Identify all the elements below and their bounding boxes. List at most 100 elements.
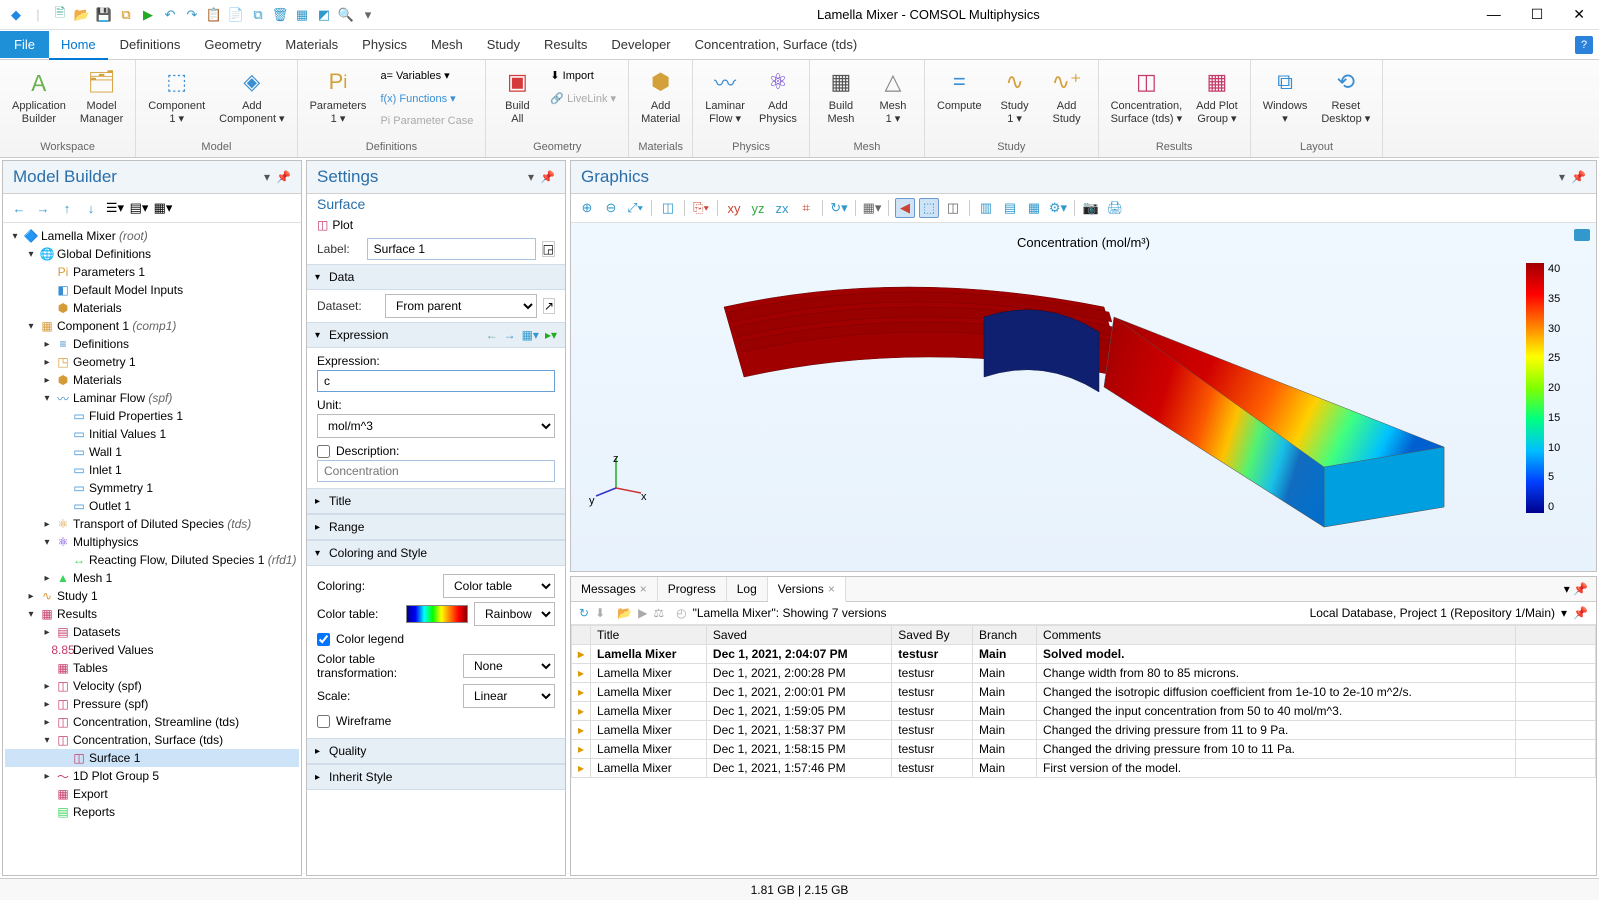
tree-item[interactable]: ▾▦Results [5, 605, 299, 623]
collapse-icon[interactable]: ☰▾ [105, 198, 125, 218]
tree-item[interactable]: ▭Wall 1 [5, 443, 299, 461]
model-tree[interactable]: ▾🔷Lamella Mixer (root)▾🌐Global Definitio… [3, 223, 301, 875]
tree-item[interactable]: PiParameters 1 [5, 263, 299, 281]
panel-pin-icon[interactable]: 📌 [1571, 170, 1586, 184]
livelink-button[interactable]: 🔗 LiveLink ▾ [548, 87, 618, 109]
run-icon[interactable]: ▶ [140, 7, 156, 23]
build-all-button[interactable]: ▣BuildAll [492, 62, 542, 129]
plot-button[interactable]: ◫Plot [307, 216, 565, 234]
tree-item[interactable]: ▸◫Pressure (spf) [5, 695, 299, 713]
zoom-ext-icon[interactable]: ⤢▾ [625, 198, 645, 218]
title-header[interactable]: ▸Title [307, 488, 565, 514]
version-row[interactable]: ▸Lamella MixerDec 1, 2021, 1:58:37 PMtes… [572, 721, 1596, 740]
fwd-icon[interactable]: → [33, 198, 53, 218]
up-icon[interactable]: ↑ [57, 198, 77, 218]
tree-item[interactable]: ▾🌐Global Definitions [5, 245, 299, 263]
scale-select[interactable]: Linear [463, 684, 555, 708]
menu-home[interactable]: Home [49, 31, 108, 60]
parameters-button[interactable]: PiParameters1 ▾ [304, 62, 373, 129]
range-header[interactable]: ▸Range [307, 514, 565, 540]
col-header[interactable]: Title [591, 626, 707, 645]
tree-item[interactable]: ▤Reports [5, 803, 299, 821]
coloring-header[interactable]: ▾Coloring and Style [307, 540, 565, 566]
study1-button[interactable]: ∿Study1 ▾ [990, 62, 1040, 129]
g1-icon[interactable]: ▥ [976, 198, 996, 218]
add-physics-button[interactable]: ⚛AddPhysics [753, 62, 803, 129]
axis-icon[interactable]: ⌗ [796, 198, 816, 218]
tree-item[interactable]: ▸◫Velocity (spf) [5, 677, 299, 695]
version-row[interactable]: ▸Lamella MixerDec 1, 2021, 1:57:46 PMtes… [572, 759, 1596, 778]
tree-item[interactable]: ▭Fluid Properties 1 [5, 407, 299, 425]
menu-developer[interactable]: Developer [599, 31, 682, 58]
dd-icon[interactable]: ▾ [360, 7, 376, 23]
back-icon[interactable]: ← [9, 198, 29, 218]
vt1-icon[interactable]: ⬇ [595, 606, 605, 620]
save-icon[interactable]: 💾 [96, 7, 112, 23]
compute-button[interactable]: =Compute [931, 62, 988, 117]
col-header[interactable] [572, 626, 591, 645]
camera-icon[interactable]: 📷 [1081, 198, 1101, 218]
tree-item[interactable]: ▾⚛Multiphysics [5, 533, 299, 551]
panel-pin-icon[interactable]: 📌 [540, 170, 555, 184]
col-header[interactable]: Saved [706, 626, 891, 645]
panel-dd-icon[interactable]: ▾ [1559, 170, 1565, 184]
tree-item[interactable]: ▾🔷Lamella Mixer (root) [5, 227, 299, 245]
vt3-icon[interactable]: ▶ [638, 606, 647, 620]
versions-table[interactable]: TitleSavedSaved ByBranchComments▸Lamella… [571, 625, 1596, 875]
add-study-button[interactable]: ∿⁺AddStudy [1042, 62, 1092, 129]
yz-icon[interactable]: yz [748, 198, 768, 218]
data-header[interactable]: ▾Data [307, 264, 565, 290]
tree-item[interactable]: ▾〰Laminar Flow (spf) [5, 389, 299, 407]
menu-definitions[interactable]: Definitions [108, 31, 193, 58]
tree-item[interactable]: ▾◫Concentration, Surface (tds) [5, 731, 299, 749]
down-icon[interactable]: ↓ [81, 198, 101, 218]
dataset-select[interactable]: From parent [385, 294, 537, 318]
graphics-canvas[interactable]: Concentration (mol/m³) [571, 223, 1596, 571]
tab-versions[interactable]: Versions × [768, 577, 846, 602]
refresh-icon[interactable]: ↻ [579, 606, 589, 620]
zoom-out-icon[interactable]: ⊖ [601, 198, 621, 218]
laminar-flow-button[interactable]: 〰LaminarFlow ▾ [699, 62, 751, 129]
version-row[interactable]: ▸Lamella MixerDec 1, 2021, 2:00:01 PMtes… [572, 683, 1596, 702]
quality-header[interactable]: ▸Quality [307, 738, 565, 764]
help-button[interactable]: ? [1575, 36, 1593, 54]
vt5-icon[interactable]: ◴ [676, 606, 686, 620]
col-header[interactable]: Branch [973, 626, 1037, 645]
build-mesh-button[interactable]: ▦BuildMesh [816, 62, 866, 129]
sel1-icon[interactable]: ◀ [895, 198, 915, 218]
color-legend-checkbox[interactable] [317, 633, 330, 646]
variables-button[interactable]: a= Variables ▾ [378, 64, 475, 86]
dataset-action-icon[interactable]: ↗ [543, 298, 555, 314]
expression-input[interactable] [317, 370, 555, 392]
tree-item[interactable]: ▭Outlet 1 [5, 497, 299, 515]
expr-t3-icon[interactable]: ▦▾ [522, 328, 539, 342]
copy-icon[interactable]: 📋 [206, 7, 222, 23]
menu-mesh[interactable]: Mesh [419, 31, 475, 58]
tab-messages[interactable]: Messages × [571, 577, 658, 601]
panel-dd-icon[interactable]: ▾ [1561, 606, 1567, 620]
component-button[interactable]: ⬚Component1 ▾ [142, 62, 211, 129]
colortable-select[interactable]: Rainbow [474, 602, 555, 626]
tree-item[interactable]: ⬢Materials [5, 299, 299, 317]
tree-item[interactable]: ▭Inlet 1 [5, 461, 299, 479]
vt2-icon[interactable]: 📂 [617, 606, 632, 620]
undo-icon[interactable]: ↶ [162, 7, 178, 23]
menu-results[interactable]: Results [532, 31, 599, 58]
tree-item[interactable]: ↔Reacting Flow, Diluted Species 1 (rfd1) [5, 551, 299, 569]
panel-dd-icon[interactable]: ▾ [528, 170, 534, 184]
version-row[interactable]: ▸Lamella MixerDec 1, 2021, 2:00:28 PMtes… [572, 664, 1596, 683]
add-component-button[interactable]: ◈AddComponent ▾ [213, 62, 290, 129]
panel-pin-icon[interactable]: 📌 [1573, 606, 1588, 620]
close-button[interactable]: ✕ [1567, 4, 1591, 25]
unit-select[interactable]: mol/m^3 [317, 414, 555, 438]
tree-item[interactable]: ▸≡Definitions [5, 335, 299, 353]
g4-icon[interactable]: ⚙▾ [1048, 198, 1068, 218]
zoom-box-icon[interactable]: ◫ [658, 198, 678, 218]
tree-item[interactable]: ▦Tables [5, 659, 299, 677]
add-plot-group-button[interactable]: ▦Add PlotGroup ▾ [1190, 62, 1244, 129]
col-header[interactable]: Saved By [892, 626, 973, 645]
ctt-select[interactable]: None [463, 654, 555, 678]
zx-icon[interactable]: zx [772, 198, 792, 218]
delete-icon[interactable]: 🗑 [272, 7, 288, 23]
menu-study[interactable]: Study [475, 31, 532, 58]
